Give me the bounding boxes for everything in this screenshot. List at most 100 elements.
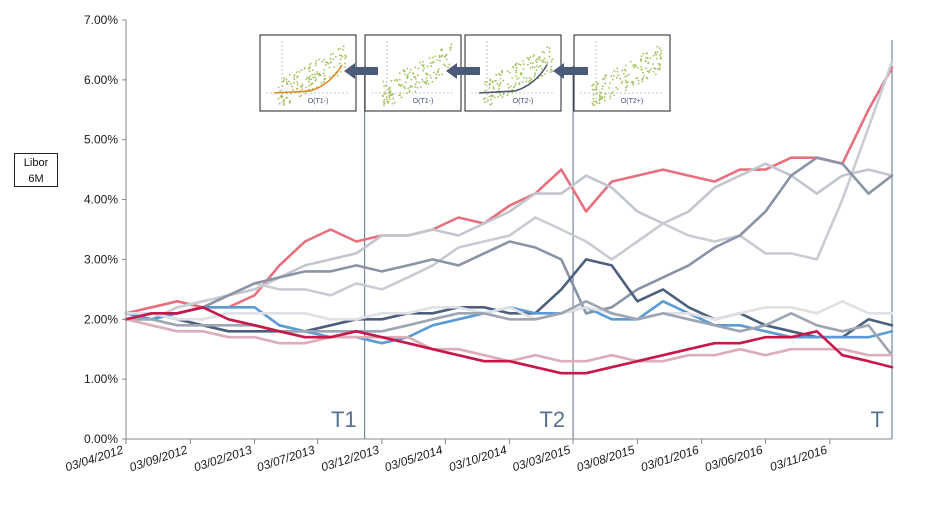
- inset-point: [529, 67, 532, 69]
- inset-point: [419, 61, 421, 64]
- inset-point: [546, 46, 549, 49]
- inset-point: [515, 71, 518, 74]
- inset-point: [528, 58, 530, 61]
- x-axis: 03/04/2012 03/09/2012 03/02/2013 03/07/2013…: [63, 439, 831, 474]
- inset-point: [522, 76, 525, 79]
- inset-point: [518, 63, 520, 66]
- inset-point: [435, 76, 438, 79]
- inset-point: [336, 74, 339, 77]
- y-tick-label: 3.00%: [84, 252, 118, 266]
- inset-point: [300, 94, 302, 97]
- arrow-shaft: [562, 67, 588, 75]
- inset-point: [437, 70, 439, 73]
- inset-point: [291, 85, 293, 88]
- inset-point: [434, 55, 437, 58]
- inset-label: O(T2+): [621, 98, 643, 105]
- inset-point: [609, 95, 611, 97]
- x-tick-label: 03/11/2016: [768, 442, 829, 474]
- inset-point: [659, 47, 661, 50]
- inset-point: [499, 77, 502, 80]
- inset-point: [527, 63, 529, 66]
- inset-point: [310, 78, 313, 81]
- inset-point: [636, 77, 639, 79]
- inset-point: [548, 50, 551, 53]
- inset-point: [641, 78, 643, 81]
- inset-point: [542, 61, 544, 64]
- inset-point: [550, 68, 552, 71]
- inset-point: [323, 78, 325, 81]
- marker-lines: [364, 40, 893, 439]
- inset-point: [323, 69, 326, 71]
- inset-point: [522, 68, 525, 70]
- inset-point: [604, 82, 607, 85]
- inset-point: [289, 74, 291, 76]
- inset-point: [438, 56, 441, 59]
- inset-point: [328, 66, 331, 69]
- inset-point: [487, 99, 489, 101]
- inset-point: [548, 55, 551, 58]
- inset-point: [619, 77, 622, 80]
- inset-point: [382, 80, 385, 83]
- inset-point: [601, 95, 603, 98]
- inset-point: [530, 78, 533, 81]
- inset-point: [385, 96, 388, 99]
- inset-point: [403, 85, 405, 88]
- inset-point: [279, 95, 282, 98]
- inset-point: [516, 78, 519, 80]
- inset-point: [518, 83, 521, 85]
- inset-point: [413, 75, 415, 78]
- inset-point: [448, 63, 451, 66]
- inset-point: [624, 89, 627, 92]
- arrow-head: [446, 63, 457, 79]
- inset-point: [656, 45, 659, 48]
- inset-point: [342, 45, 345, 48]
- inset-point: [515, 82, 517, 84]
- inset-point: [608, 87, 611, 89]
- y-tick-label: 6.00%: [84, 73, 118, 87]
- inset-point: [640, 60, 642, 62]
- inset-point: [642, 52, 645, 55]
- inset-point: [532, 55, 535, 58]
- inset-point: [624, 69, 627, 72]
- inset-panel-2: O(T1-): [364, 34, 462, 112]
- inset-point: [422, 69, 424, 72]
- inset-point: [536, 61, 538, 63]
- inset-point: [442, 63, 445, 66]
- inset-point: [591, 88, 594, 91]
- inset-point: [439, 60, 441, 62]
- inset-point: [277, 86, 280, 89]
- inset-point: [515, 69, 518, 72]
- inset-point: [339, 58, 342, 60]
- inset-point: [637, 79, 640, 82]
- inset-point: [634, 63, 637, 66]
- inset-point: [406, 76, 409, 78]
- inset-point: [449, 46, 452, 49]
- inset-point: [305, 78, 307, 81]
- inset-point: [515, 62, 518, 65]
- inset-point: [388, 86, 391, 89]
- inset-point: [429, 62, 432, 65]
- inset-point: [427, 83, 430, 85]
- inset-point: [489, 78, 492, 81]
- inset-point: [484, 90, 486, 92]
- inset-point: [404, 73, 406, 76]
- inset-point: [432, 60, 435, 63]
- inset-point: [610, 75, 612, 77]
- inset-point: [541, 50, 544, 53]
- inset-point: [603, 96, 606, 99]
- y-tick-label: 0.00%: [84, 432, 118, 446]
- inset-point: [418, 81, 421, 84]
- inset-point: [339, 62, 341, 65]
- inset-point: [519, 64, 522, 66]
- inset-point: [598, 99, 601, 102]
- inset-point: [531, 62, 534, 64]
- inset-point: [282, 103, 285, 105]
- inset-point: [385, 84, 387, 87]
- inset-point: [639, 58, 642, 61]
- inset-point: [601, 97, 604, 100]
- inset-point: [296, 83, 299, 86]
- inset-point: [440, 49, 443, 52]
- inset-point: [290, 92, 292, 95]
- inset-point: [601, 78, 604, 80]
- inset-point: [598, 95, 601, 98]
